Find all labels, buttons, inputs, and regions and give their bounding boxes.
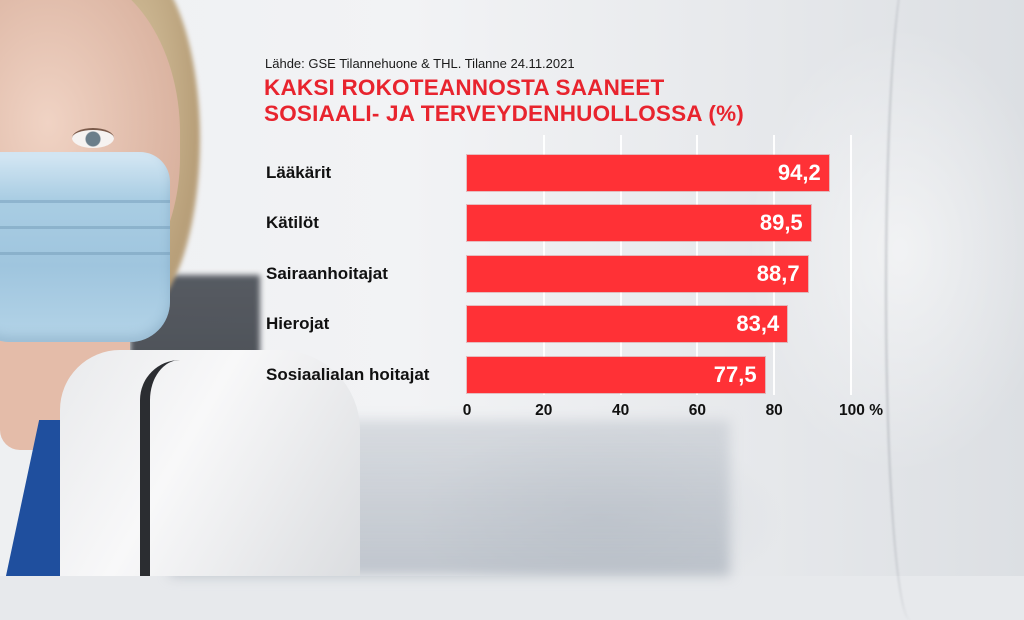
bar-value-label: 94,2	[777, 160, 821, 185]
bar: 94,2	[467, 155, 829, 191]
x-tick-label: 0	[462, 402, 472, 419]
x-tick-label: 20	[535, 402, 553, 419]
background-curve	[885, 0, 927, 620]
x-tick-label: 100 %	[839, 402, 883, 419]
bar: 89,5	[467, 205, 811, 241]
bar: 77,5	[467, 357, 765, 393]
x-tick-label: 40	[611, 402, 630, 419]
x-tick-label: 80	[765, 402, 783, 419]
chart-title-line-1: KAKSI ROKOTEANNOSTA SAANEET	[264, 75, 665, 100]
bar-value-label: 89,5	[759, 210, 803, 235]
doctor-photo	[0, 0, 360, 576]
category-label: Sairaanhoitajat	[266, 264, 388, 283]
bar-value-label: 83,4	[736, 311, 780, 336]
category-label: Kätilöt	[266, 213, 319, 232]
eye	[72, 128, 114, 148]
category-label: Hierojat	[266, 314, 330, 333]
face-mask	[0, 152, 170, 342]
source-note: Lähde: GSE Tilannehuone & THL. Tilanne 2…	[265, 56, 575, 71]
bar-chart: Lääkärit 94,2 Kätilöt 89,5 Sairaanhoitajat 88…	[266, 135, 883, 419]
chart-title-line-2: SOSIAALI- JA TERVEYDENHUOLLOSSA (%)	[264, 101, 744, 126]
bar: 83,4	[467, 306, 788, 342]
bar: 88,7	[467, 256, 808, 292]
lab-coat	[60, 350, 360, 576]
gridline	[850, 135, 852, 395]
bar-value-label: 88,7	[756, 261, 800, 286]
x-tick-label: 60	[688, 402, 707, 419]
category-label: Lääkärit	[266, 163, 332, 182]
category-label: Sosiaalialan hoitajat	[266, 365, 430, 384]
chart-title: KAKSI ROKOTEANNOSTA SAANEET SOSIAALI- JA…	[264, 75, 744, 127]
bar-value-label: 77,5	[713, 362, 757, 387]
stethoscope-icon	[140, 360, 190, 576]
